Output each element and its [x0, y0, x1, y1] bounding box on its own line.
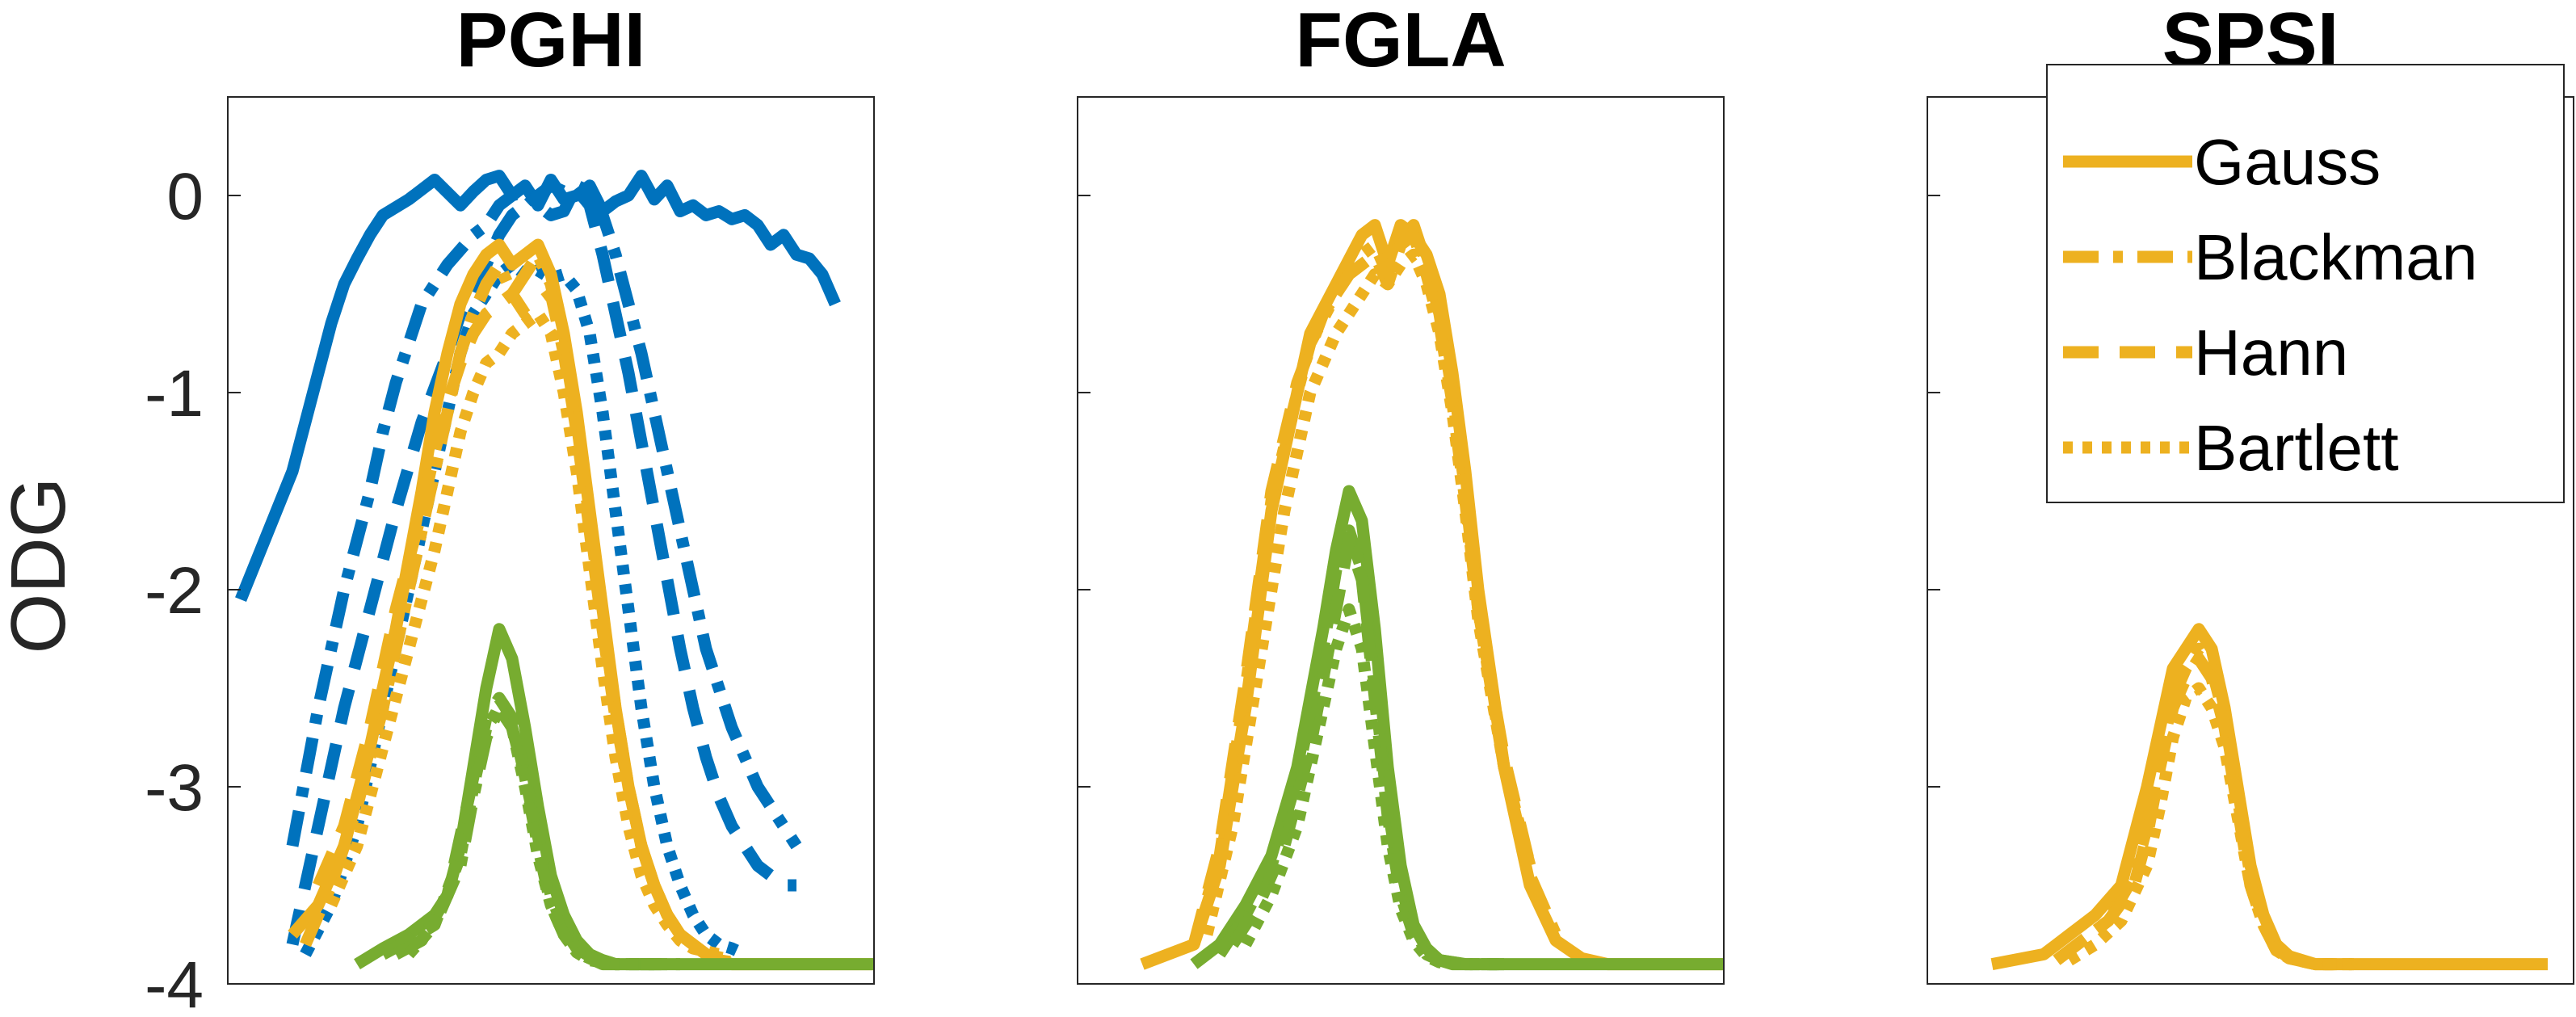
series-line-bartlett: [404, 701, 654, 971]
y-tick-label: -4: [145, 948, 204, 1017]
series-line-hann: [2053, 652, 2354, 971]
series-line-bartlett: [2066, 682, 2354, 971]
series-line-gauss: [288, 238, 874, 971]
panel-title: FGLA: [1295, 0, 1506, 83]
series-line-bartlett: [326, 307, 721, 960]
legend-label-hann: Hann: [2194, 317, 2348, 389]
series-line-hann: [313, 288, 733, 967]
y-axis-label: ODG: [0, 477, 82, 654]
panel-title: PGHI: [456, 0, 646, 83]
series-line-blackman: [286, 179, 802, 850]
y-tick-label: -3: [145, 751, 204, 825]
legend-box: [2046, 64, 2565, 503]
axes-box: [1077, 96, 1725, 985]
legend: Gauss Blackman Hann Bartlett: [2046, 64, 2565, 503]
legend-label-bartlett: Bartlett: [2194, 412, 2398, 484]
axes-box: [227, 96, 875, 985]
panel-fgla: FGLA: [1077, 0, 1725, 985]
panel-spsi: SPSI: [1927, 0, 2574, 985]
y-tick-label: -2: [145, 554, 204, 628]
series-line-gauss: [1990, 623, 2548, 971]
series-line-bartlett: [1240, 603, 1504, 971]
legend-label-gauss: Gauss: [2194, 126, 2381, 198]
y-tick-label: -1: [145, 357, 204, 431]
legend-label-blackman: Blackman: [2194, 221, 2477, 293]
y-tick-label: 0: [166, 160, 204, 233]
panel-pghi: PGHI 0 -1 -2 -3 -4: [145, 0, 875, 1017]
